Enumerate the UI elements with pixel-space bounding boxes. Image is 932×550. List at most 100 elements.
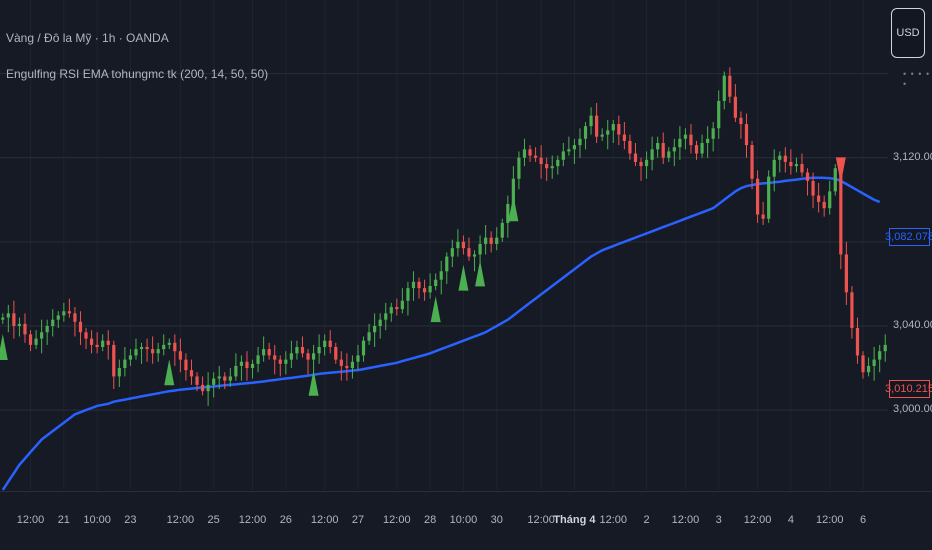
candle-body (206, 384, 210, 392)
candle-body (733, 96, 737, 118)
time-tick-label: Tháng 4 (553, 514, 596, 526)
candle-body (217, 376, 221, 379)
candle-body (572, 145, 577, 150)
candle-body (295, 346, 299, 354)
candle-body (556, 159, 560, 167)
price-scale-drag-handle[interactable]: • • • • • (903, 69, 931, 89)
candle-body (173, 342, 177, 352)
candle-body (239, 361, 244, 366)
time-tick-label: 23 (124, 514, 137, 526)
candle-body (595, 115, 599, 137)
candle-body (755, 178, 760, 215)
candle-body (123, 359, 127, 369)
candle-body (350, 361, 355, 369)
candle-body (6, 313, 10, 318)
candle-body (567, 149, 571, 152)
time-tick-label: 10:00 (83, 514, 111, 526)
time-tick-label: 28 (424, 514, 437, 526)
candle-body (73, 313, 77, 322)
candle-body (672, 147, 676, 152)
candle-body (850, 292, 854, 329)
candle-body (456, 241, 460, 249)
candle-body (334, 346, 338, 360)
candle-body (373, 325, 377, 333)
candle-body (278, 359, 282, 364)
candle-body (28, 334, 33, 345)
time-tick-label: 12:00 (743, 514, 772, 526)
candle-body (722, 75, 726, 101)
time-tick-label: 12:00 (671, 514, 700, 526)
candle-body (711, 128, 715, 139)
candle-body (300, 346, 305, 354)
candle-body (706, 138, 710, 144)
candle-body (794, 164, 799, 167)
candle-body (128, 355, 133, 360)
buy-signal-triangle (0, 333, 8, 360)
candle-body (317, 346, 321, 354)
candle-body (550, 166, 554, 169)
candle-body (156, 349, 160, 354)
candle-body (267, 349, 271, 356)
price-tick-label: 3,040.000 (893, 318, 932, 331)
candle-body (256, 355, 260, 364)
candle-body (644, 159, 649, 167)
candle-body (717, 100, 721, 129)
candle-body (811, 180, 815, 196)
candle-body (384, 313, 388, 320)
candle-body (189, 370, 194, 377)
price-tick-label: 3,000.000 (893, 403, 932, 416)
candle-body (178, 351, 182, 360)
candle-body (434, 279, 438, 287)
candle-body (406, 288, 410, 301)
candle-body (817, 195, 821, 202)
candle-body (162, 344, 166, 350)
candle-body (650, 149, 654, 160)
current-price-tag: 3,082.078 (885, 228, 932, 247)
candle-body (428, 286, 432, 293)
candle-body (250, 363, 255, 369)
candle-body (578, 138, 582, 146)
candle-body (866, 365, 871, 373)
candle-body (400, 300, 404, 310)
currency-button[interactable]: USD (891, 8, 925, 58)
candle-body (739, 117, 743, 125)
candle-body (151, 349, 155, 354)
symbol-legend[interactable]: Vàng / Đô la Mỹ · 1h · OANDA (6, 31, 169, 45)
candle-body (800, 164, 804, 173)
buy-signal-triangle (164, 359, 175, 386)
candle-body (289, 353, 293, 360)
indicator-legend[interactable]: Engulfing RSI EMA tohungmc tk (200, 14, … (6, 67, 269, 81)
candle-body (345, 365, 349, 369)
candles (1, 67, 887, 406)
time-tick-label: 25 (207, 514, 220, 526)
candle-body (234, 365, 238, 377)
candle-body (356, 355, 360, 362)
candle-body (789, 161, 793, 167)
candle-body (306, 353, 310, 360)
candle-body (450, 248, 454, 257)
candle-body (511, 178, 515, 204)
candle-body (667, 151, 671, 158)
candle-body (45, 325, 49, 333)
candle-body (422, 288, 427, 293)
candle-body (528, 149, 532, 156)
candle-body (367, 332, 371, 341)
candle-body (223, 376, 227, 381)
candle-body (622, 134, 626, 141)
candle-body (783, 155, 787, 162)
time-tick-label: 26 (279, 514, 292, 526)
candle-body (167, 342, 171, 345)
candle-body (139, 346, 144, 350)
candle-body (212, 378, 216, 385)
candle-body (639, 161, 643, 167)
candle-body (145, 346, 149, 350)
candle-body (40, 332, 44, 339)
time-tick-label: 12:00 (166, 514, 195, 526)
candle-body (772, 159, 776, 177)
candle-body (262, 349, 266, 356)
candle-body (84, 332, 88, 339)
signal-markers (0, 157, 846, 396)
candle-body (855, 328, 860, 356)
